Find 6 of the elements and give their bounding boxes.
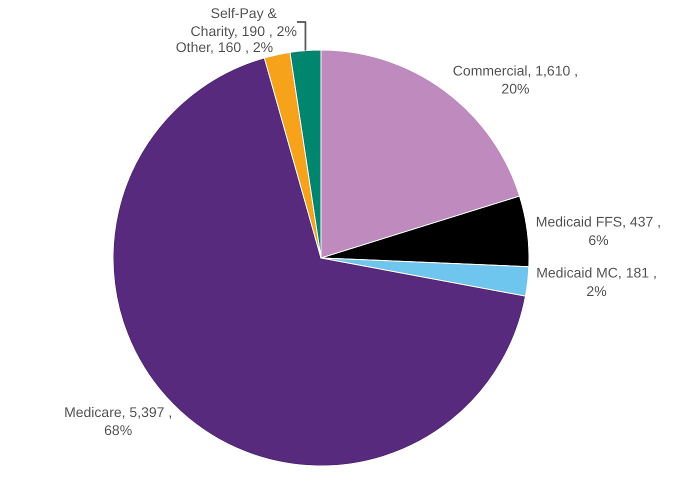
slice-label: Medicaid MC, 181 , 2% [536,264,657,299]
slice-label: Medicaid FFS, 437 , 6% [536,214,662,248]
slice-label: Medicare, 5,397 , 68% [64,404,172,438]
slice-label: Self-Pay & Charity, 190 , 2% [190,4,297,40]
slice-label: Other, 160 , 2% [176,39,274,56]
slice-label: Commercial, 1,610 , 20% [452,62,578,96]
